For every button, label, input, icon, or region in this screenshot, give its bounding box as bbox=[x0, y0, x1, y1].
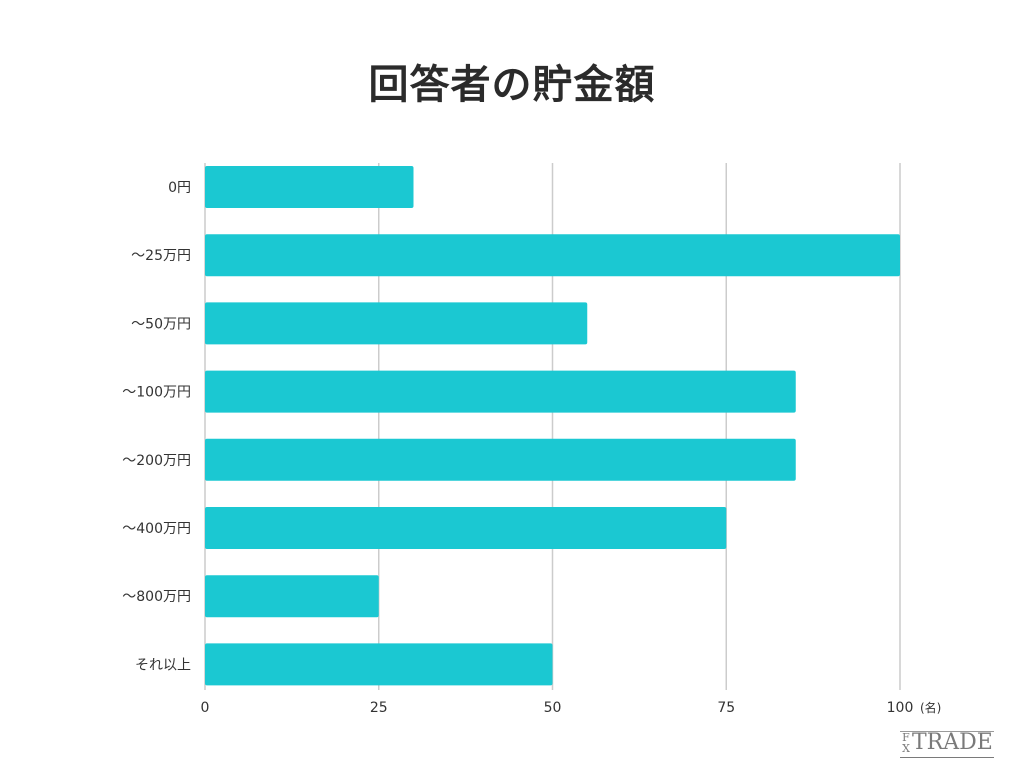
chart-title: 回答者の貯金額 bbox=[368, 62, 656, 108]
category-label: 0円 bbox=[168, 180, 191, 196]
category-label: 〜100万円 bbox=[122, 385, 191, 401]
category-label: それ以上 bbox=[135, 657, 191, 673]
bar bbox=[205, 507, 727, 549]
x-unit-label: (名) bbox=[920, 700, 941, 715]
category-label: 〜25万円 bbox=[131, 248, 191, 264]
x-tick-label: 100 bbox=[887, 700, 914, 716]
x-tick-label: 0 bbox=[201, 700, 210, 716]
x-tick-label: 25 bbox=[370, 700, 388, 716]
bar bbox=[205, 234, 900, 277]
x-tick-label: 50 bbox=[544, 700, 562, 716]
category-label: 〜400万円 bbox=[122, 521, 191, 537]
bars bbox=[205, 166, 900, 686]
category-label: 〜200万円 bbox=[122, 453, 191, 469]
fxtrade-logo: F X TRADE bbox=[900, 730, 996, 758]
category-label: 〜50万円 bbox=[131, 316, 191, 332]
category-label: 〜800万円 bbox=[122, 589, 191, 605]
bar bbox=[205, 643, 553, 686]
x-tick-labels: 0 25 50 75 100 (名) bbox=[201, 700, 942, 716]
bar bbox=[205, 575, 379, 618]
bar bbox=[205, 438, 796, 481]
logo-bottom-rule bbox=[900, 757, 994, 758]
bar bbox=[205, 370, 796, 413]
logo-top-rule bbox=[900, 731, 994, 732]
x-tick-label: 75 bbox=[717, 700, 735, 716]
bar bbox=[205, 302, 588, 345]
logo-fx-mark: F X bbox=[902, 731, 910, 755]
logo-text: TRADE bbox=[912, 730, 993, 755]
bar bbox=[205, 166, 414, 208]
